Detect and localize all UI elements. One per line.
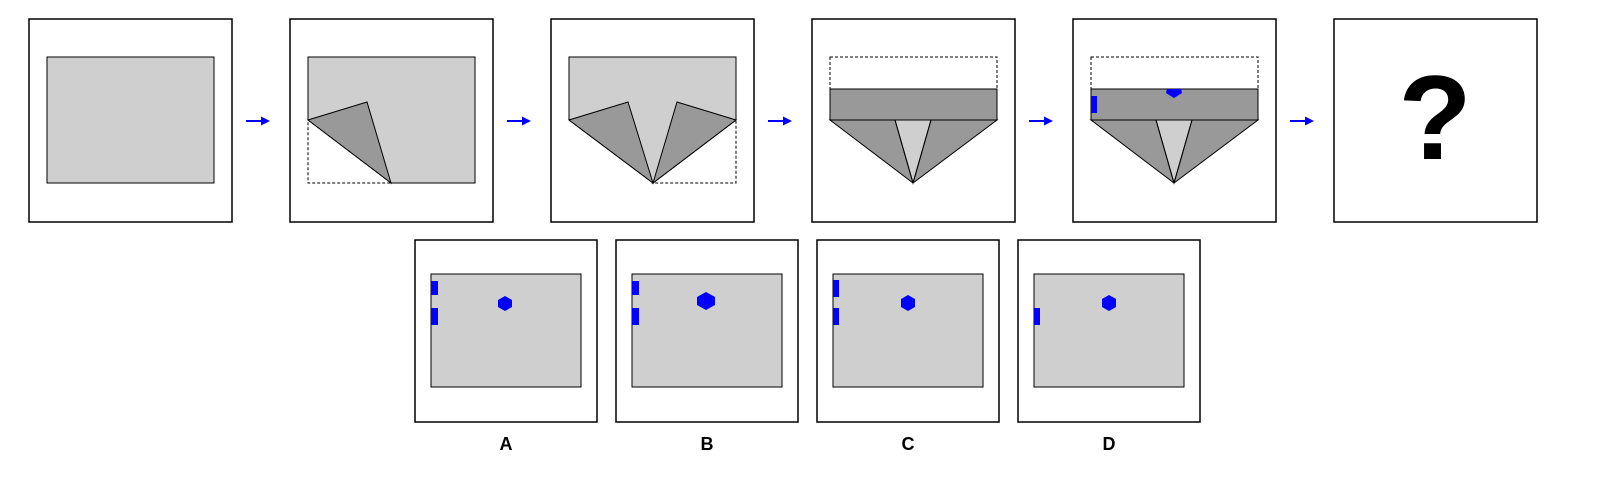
option-b[interactable]: B <box>615 239 799 454</box>
option-a-edge-hole-bottom <box>431 308 438 325</box>
option-b-edge-hole-top <box>632 281 639 295</box>
option-a-paper <box>430 273 582 388</box>
step-3-panel <box>550 18 755 223</box>
option-c-hexagon-hole <box>901 295 915 311</box>
option-b-label: B <box>701 434 714 454</box>
option-a[interactable]: A <box>414 239 598 454</box>
step-5-original-top-outline <box>1090 56 1259 90</box>
option-c-label: C <box>902 434 915 454</box>
step-6-panel: ? <box>1333 18 1538 223</box>
step-5-hexagon-hole <box>1166 89 1182 98</box>
step-5-panel <box>1072 18 1277 223</box>
step-1-panel <box>28 18 233 223</box>
step-4-panel <box>811 18 1016 223</box>
option-c[interactable]: C <box>816 239 1000 454</box>
arrow-5 <box>1290 116 1314 126</box>
option-b-edge-hole-bottom <box>632 308 639 325</box>
step-2-folded-flap <box>306 101 392 185</box>
option-b-paper <box>631 273 783 388</box>
option-a-edge-hole-top <box>431 281 438 295</box>
option-a-label: A <box>500 434 513 454</box>
arrow-4 <box>1029 116 1053 126</box>
option-a-hexagon-hole <box>498 296 512 311</box>
option-d-label: D <box>1103 434 1116 454</box>
option-d-hexagon-hole <box>1102 295 1116 311</box>
option-c-edge-hole-bottom <box>833 308 839 325</box>
option-d[interactable]: D <box>1017 239 1201 454</box>
option-c-edge-hole-top <box>833 280 839 297</box>
step-1-paper <box>46 56 215 184</box>
arrow-2 <box>507 116 531 126</box>
arrow-1 <box>246 116 270 126</box>
step-5-edge-notch-hole <box>1091 96 1097 113</box>
arrow-3 <box>768 116 792 126</box>
step-4-original-top-outline <box>829 56 998 90</box>
step-3-left-flap <box>567 101 654 185</box>
option-b-large-hexagon-hole <box>697 292 715 310</box>
option-d-edge-hole <box>1034 308 1040 325</box>
step-2-panel <box>289 18 494 223</box>
option-d-paper <box>1033 273 1185 388</box>
option-c-paper <box>832 273 984 388</box>
step-6-frame <box>1333 18 1538 223</box>
question-mark: ? <box>1398 51 1471 185</box>
step-3-right-flap <box>652 101 738 185</box>
step-4-folded-top-strip <box>829 88 998 121</box>
